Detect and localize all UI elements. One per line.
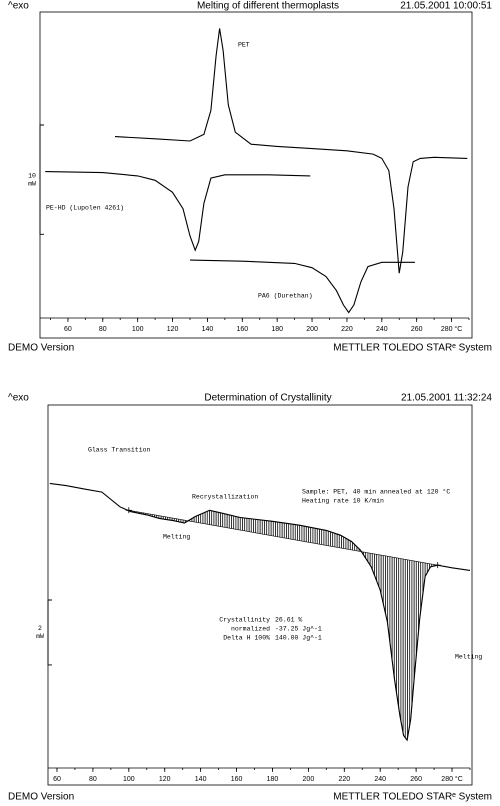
x-tick-label: 80 — [89, 776, 97, 783]
annotation: Glass Transition — [88, 447, 151, 454]
result-value: 26.61 % — [275, 617, 302, 624]
x-tick-label: 280 °C — [441, 325, 462, 333]
x-tick-label: 120 — [167, 326, 179, 333]
x-tick-label: 240 — [376, 326, 388, 333]
timestamp: 21.05.2001 11:32:24 — [401, 393, 492, 404]
footer-left: DEMO Version — [8, 343, 74, 354]
curve-label: PA6 (Durethan) — [258, 293, 313, 300]
scale-bar-value: 2 — [38, 625, 42, 632]
curve — [49, 482, 471, 742]
curve-label: PET — [238, 42, 250, 49]
result-value: -37.25 Jg^-1 — [275, 625, 322, 633]
x-tick-label: 100 — [132, 326, 144, 333]
chart-title: Determination of Crystallinity — [204, 393, 331, 404]
result-label: Crystallinity — [219, 617, 270, 624]
scale-bar — [47, 599, 52, 666]
x-tick-label: 120 — [159, 776, 171, 783]
x-tick-label: 260 — [410, 776, 422, 783]
x-tick-label: 140 — [202, 326, 214, 333]
chart-title: Melting of different thermoplasts — [197, 1, 339, 12]
scale-bar-value: 10 — [28, 172, 36, 179]
sample-info: Sample: PET, 40 min annealed at 120 °C — [302, 488, 450, 496]
curve — [114, 28, 468, 274]
frame — [47, 404, 473, 786]
x-tick-label: 200 — [306, 326, 318, 333]
x-tick-label: 100 — [123, 776, 135, 783]
annotation: Melting — [163, 534, 190, 541]
curve — [189, 259, 415, 314]
x-tick-label: 220 — [341, 326, 353, 333]
x-tick-label: 60 — [53, 776, 61, 783]
exo-label: ^exo — [8, 393, 29, 404]
curve — [45, 171, 311, 252]
x-tick-label: 200 — [303, 776, 315, 783]
x-tick-label: 180 — [267, 776, 279, 783]
timestamp: 21.05.2001 10:00:51 — [400, 1, 492, 12]
x-tick-label: 160 — [231, 776, 243, 783]
x-tick-label: 80 — [99, 326, 107, 333]
result-value: 140.00 Jg^-1 — [275, 634, 322, 642]
sample-info: Heating rate 10 K/min — [302, 498, 384, 505]
annotation: Recrystallization — [192, 494, 258, 501]
exo-label: ^exo — [8, 1, 29, 12]
result-label: Delta H 100% — [223, 635, 270, 642]
scale-bar — [39, 124, 44, 235]
footer-right: METTLER TOLEDO STARᵉ System — [333, 343, 492, 354]
x-tick-label: 160 — [236, 326, 248, 333]
result-label: normalized — [231, 626, 270, 633]
x-tick-label: 240 — [374, 776, 386, 783]
x-tick-label: 140 — [195, 776, 207, 783]
x-tick-label: 180 — [271, 326, 283, 333]
x-tick-label: 60 — [64, 326, 72, 333]
footer-left: DEMO Version — [8, 792, 74, 803]
x-tick-label: 260 — [411, 326, 423, 333]
scale-bar-unit: mW — [28, 180, 36, 187]
x-tick-label: 220 — [338, 776, 350, 783]
annotation: Melting — [455, 654, 482, 661]
scale-bar-unit: mW — [36, 633, 44, 640]
footer-right: METTLER TOLEDO STARᵉ System — [333, 792, 492, 803]
x-tick-label: 280 °C — [441, 775, 462, 783]
curve-label: PE-HD (Lupolen 4261) — [46, 205, 124, 212]
